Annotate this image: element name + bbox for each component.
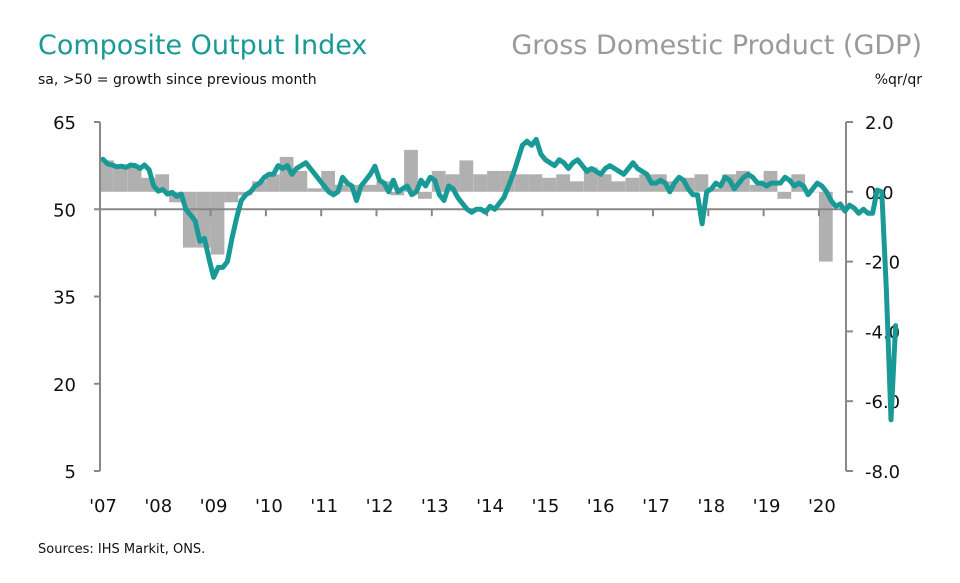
x-axis-tick-label: '16 (587, 496, 615, 517)
x-axis-tick-label: '11 (310, 496, 338, 517)
gdp-bar (224, 191, 239, 203)
gdp-bar (155, 174, 170, 192)
gdp-bar (127, 167, 142, 192)
gdp-bar (265, 174, 280, 192)
x-axis-tick-label: '17 (642, 496, 670, 517)
left-axis-tick-label: 5 (65, 462, 76, 483)
x-axis-tick-label: '10 (255, 496, 283, 517)
left-axis-subtitle: sa, >50 = growth since previous month (38, 72, 317, 88)
gdp-bar (514, 174, 529, 192)
right-axis-tick-label: -8.0 (865, 462, 900, 483)
left-axis-tick-label: 65 (53, 113, 76, 134)
gdp-bar (749, 184, 764, 192)
x-axis-tick-label: '18 (697, 496, 725, 517)
gdp-bar (404, 149, 418, 192)
gdp-bar (487, 170, 501, 192)
gdp-bar (556, 174, 570, 192)
gdp-bar (694, 174, 709, 192)
right-axis-tick-label: -2.0 (865, 253, 900, 274)
x-axis-tick-label: '20 (808, 496, 836, 517)
left-axis-tick-label: 50 (53, 200, 76, 221)
x-axis-tick-label: '07 (89, 496, 117, 517)
left-axis-tick-label: 20 (53, 375, 76, 396)
x-axis-tick-label: '12 (366, 496, 394, 517)
x-axis-tick-label: '14 (476, 496, 504, 517)
x-axis-tick-label: '19 (753, 496, 781, 517)
gdp-bar (113, 167, 128, 192)
gdp-bar (210, 191, 225, 255)
right-axis-subtitle: %qr/qr (874, 72, 922, 88)
right-axis-tick-label: 2.0 (865, 113, 894, 134)
gdp-bar (597, 174, 612, 192)
gdp-bar (362, 184, 377, 192)
gdp-bar (252, 181, 266, 192)
gdp-bar (777, 191, 792, 199)
gdp-bar (293, 170, 308, 192)
left-axis-tick-label: 35 (53, 288, 76, 309)
left-chart-title: Composite Output Index (38, 30, 368, 61)
gdp-bar (418, 191, 432, 199)
gdp-bar (570, 181, 584, 192)
gdp-bar (708, 188, 723, 192)
gdp-bar (625, 177, 640, 192)
gdp-bar (307, 188, 322, 192)
right-axis-tick-label: -6.0 (865, 392, 900, 413)
x-axis-tick-label: '15 (531, 496, 559, 517)
x-axis-tick-label: '13 (421, 496, 449, 517)
gdp-bar (611, 181, 626, 192)
gdp-bar (459, 160, 474, 192)
gdp-bar (100, 160, 114, 192)
gdp-bar (473, 174, 488, 192)
x-axis-tick-label: '09 (200, 496, 228, 517)
right-axis-tick-label: -4.0 (865, 322, 900, 343)
composite-output-index-line (100, 136, 899, 423)
gdp-bar (542, 177, 557, 192)
gdp-bar (335, 184, 349, 192)
gdp-bar (348, 184, 363, 192)
x-axis-tick-label: '08 (144, 496, 172, 517)
gdp-bar (528, 174, 543, 192)
right-chart-title: Gross Domestic Product (GDP) (511, 30, 922, 61)
source-note: Sources: IHS Markit, ONS. (38, 542, 206, 557)
